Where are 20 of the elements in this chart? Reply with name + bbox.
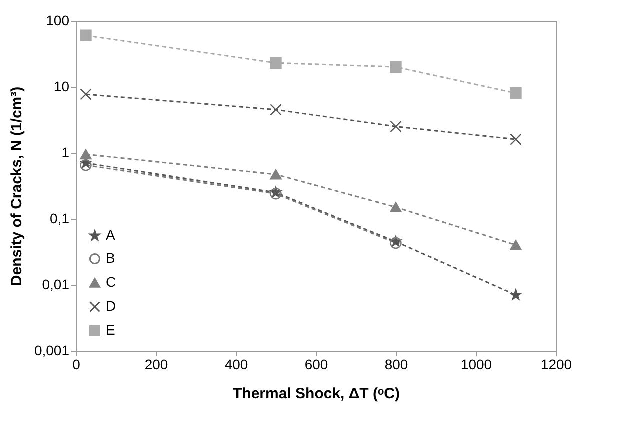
y-tick-label: 10 — [54, 78, 70, 94]
legend-label: E — [106, 322, 116, 338]
x-tick-label: 400 — [224, 356, 248, 372]
x-tick-label: 1200 — [540, 356, 572, 372]
x-tick-label: 0 — [72, 356, 81, 372]
x-tick-label: 200 — [144, 356, 168, 372]
legend-label: C — [106, 274, 116, 290]
x-tick-label: 1000 — [460, 356, 492, 372]
y-tick-label: 0,1 — [50, 210, 70, 226]
x-tick-label: 600 — [304, 356, 328, 372]
y-tick-label: 0,001 — [34, 342, 70, 358]
legend-label: B — [106, 250, 116, 266]
legend-label: A — [106, 227, 116, 243]
x-axis-title: Thermal Shock, ΔT (ᵒC) — [233, 386, 400, 402]
y-tick-label: 1 — [62, 144, 70, 160]
y-tick-label: 100 — [46, 12, 70, 28]
y-tick-label: 0,01 — [42, 276, 70, 292]
x-tick-label: 800 — [384, 356, 408, 372]
y-axis-title: Density of Cracks, N (1/cm³) — [8, 86, 26, 286]
legend-label: D — [106, 298, 116, 314]
